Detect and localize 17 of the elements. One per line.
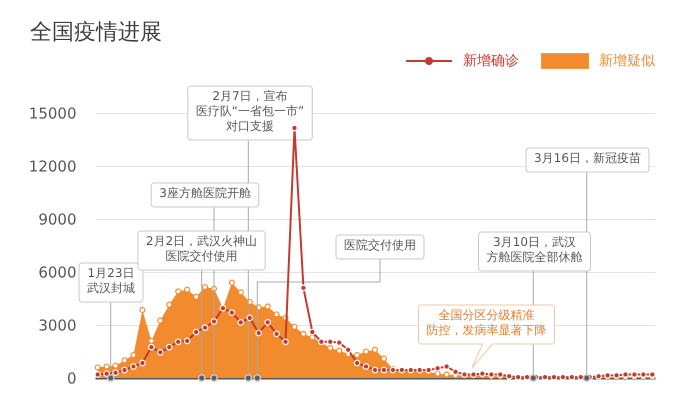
annotation: 2月2日，武汉火神山医院交付使用	[146, 234, 258, 263]
y-tick-label: 12000	[28, 158, 76, 176]
legend-label: 新增确诊	[463, 53, 519, 69]
annotation: 医院交付使用	[344, 238, 416, 252]
y-tick-label: 9000	[38, 210, 76, 228]
annotation: 3月10日，武汉方舱医院全部休舱	[486, 235, 582, 264]
annotation: 2月7日，宣布医疗队“一省包一市”对口支援	[196, 89, 304, 133]
legend-label: 新增疑似	[599, 53, 655, 69]
chart-title: 全国疫情进展	[30, 20, 162, 45]
annotation: 3座方舱医院开舱	[159, 186, 251, 200]
y-tick-label: 3000	[38, 316, 76, 334]
annotation: 全国分区分级精准防控，发病率显著下降	[426, 308, 546, 337]
annotation: 1月23日武汉封城	[87, 266, 135, 295]
y-tick-label: 0	[66, 370, 76, 388]
y-tick-label: 15000	[28, 104, 76, 122]
y-tick-label: 6000	[38, 264, 76, 282]
annotation: 3月16日，新冠疫苗	[534, 151, 641, 165]
